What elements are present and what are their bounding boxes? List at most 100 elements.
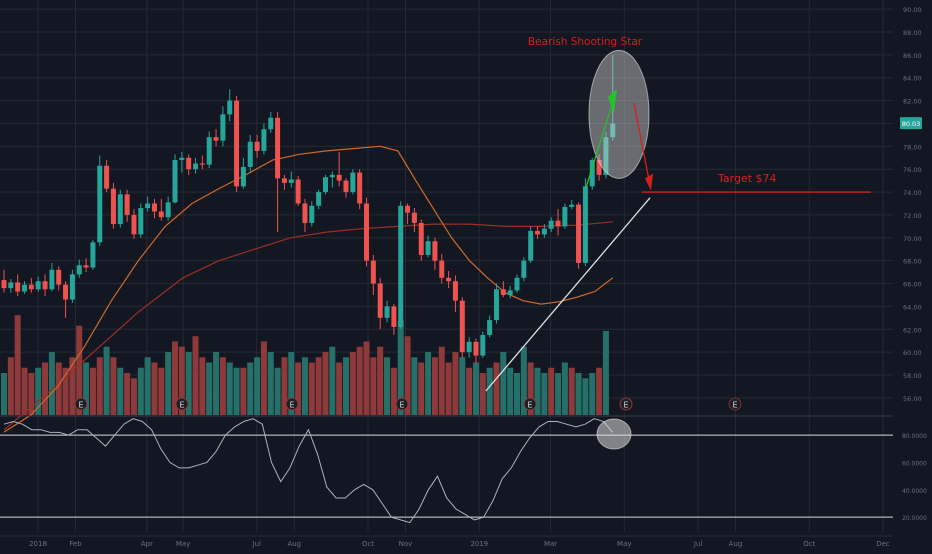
candle-body	[234, 100, 240, 187]
candle-body	[124, 194, 130, 215]
candle	[535, 226, 541, 239]
candle-body	[596, 160, 602, 175]
candle	[596, 154, 602, 181]
candle	[158, 198, 164, 221]
candle	[322, 174, 328, 195]
volume-bar	[555, 373, 562, 415]
candle-body	[261, 129, 267, 151]
x-tick-label: Aug	[287, 540, 301, 548]
volume-bar	[520, 346, 527, 415]
volume-bar	[260, 341, 267, 415]
y-tick-label: 88.00	[903, 29, 922, 37]
volume-bar	[206, 362, 213, 415]
candle-body	[8, 282, 14, 289]
candle-body	[240, 166, 246, 187]
candle-body	[28, 284, 34, 290]
candle-body	[548, 220, 554, 229]
candle-body	[405, 205, 411, 213]
volume-bar	[192, 336, 199, 415]
candle-body	[541, 228, 547, 235]
earnings-label: E	[732, 401, 737, 410]
volume-bar	[493, 362, 500, 415]
candle-body	[117, 194, 123, 225]
candle	[500, 281, 506, 298]
candle-body	[42, 281, 48, 290]
candle-body	[35, 281, 41, 290]
volume-bar	[213, 352, 220, 415]
ma-fast-line	[3, 145, 614, 433]
x-tick-label: Dec	[876, 540, 890, 548]
volume-bar	[124, 373, 131, 415]
volume-bar	[336, 362, 343, 415]
candle	[165, 196, 171, 221]
candle	[35, 276, 41, 292]
earnings-circle	[175, 397, 189, 411]
candle	[227, 89, 233, 122]
candle	[473, 338, 479, 364]
candle-body	[206, 137, 212, 165]
volume-bar	[438, 346, 445, 415]
x-tick-label: Mar	[544, 540, 557, 548]
volume-bar	[76, 325, 83, 415]
candle	[213, 129, 219, 147]
candle	[104, 160, 110, 193]
candle-body	[582, 186, 588, 263]
candle-body	[377, 283, 383, 318]
candle	[336, 152, 342, 187]
down-arrow-line	[633, 102, 651, 186]
earnings-marker: E	[395, 397, 409, 411]
candle	[240, 157, 246, 189]
candle	[528, 226, 534, 263]
candle	[507, 285, 513, 299]
volume-bar	[568, 367, 575, 415]
candle	[124, 189, 130, 222]
candle	[42, 274, 48, 297]
candle	[206, 131, 212, 169]
x-tick-label: Aug	[729, 540, 743, 548]
candle-body	[179, 157, 185, 161]
candle-body	[158, 211, 164, 218]
candle-body	[22, 284, 28, 292]
candle	[83, 258, 89, 273]
target-label: Target $74	[717, 172, 777, 185]
candle	[110, 182, 116, 229]
earnings-label: E	[289, 401, 294, 410]
candle-body	[302, 203, 308, 223]
candle	[179, 152, 185, 173]
candle-body	[97, 165, 103, 243]
moving-averages	[3, 145, 614, 433]
volume-bar	[534, 367, 541, 415]
volume-bar	[199, 357, 206, 415]
candle-body	[165, 202, 171, 218]
candle	[234, 96, 240, 193]
volume-bar	[602, 331, 609, 415]
volume-bar	[233, 367, 240, 415]
volume-bar	[397, 320, 404, 415]
y-tick-label: 72.00	[903, 212, 922, 220]
candle	[569, 200, 575, 210]
candle	[22, 281, 28, 294]
candle-body	[186, 157, 192, 170]
candle	[247, 134, 253, 172]
candle	[63, 281, 69, 318]
earnings-marker: E	[175, 397, 189, 411]
volume-bar	[479, 373, 486, 415]
candle-body	[56, 269, 62, 285]
volume-bar	[35, 367, 42, 415]
x-tick-label: Nov	[399, 540, 413, 548]
candle	[487, 315, 493, 338]
candle-body	[316, 192, 322, 206]
volume-bar	[445, 362, 452, 415]
candle	[370, 254, 376, 295]
pattern-label: Bearish Shooting Star	[528, 36, 643, 48]
candle	[343, 178, 349, 198]
candle-body	[104, 165, 110, 189]
candle-body	[288, 179, 294, 183]
candle-body	[473, 341, 479, 356]
candle	[261, 123, 267, 155]
earnings-label: E	[78, 401, 83, 410]
candle-body	[528, 230, 534, 261]
candle	[138, 203, 144, 238]
candle-body	[500, 289, 506, 295]
